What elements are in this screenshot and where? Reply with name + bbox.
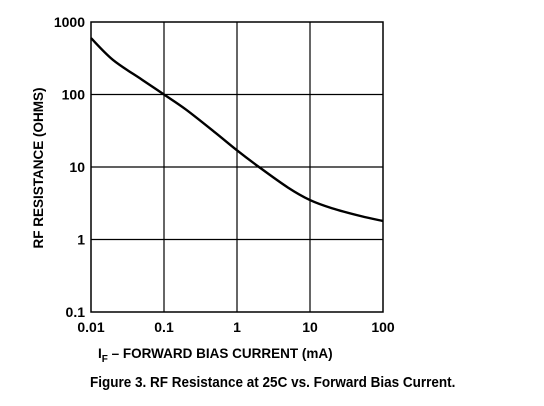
- y-tick-labels: 0.1 1 10 100 1000: [54, 14, 85, 320]
- grid: [91, 22, 383, 312]
- y-axis-label: RF RESISTANCE (OHMS): [31, 88, 46, 249]
- y-tick-label: 0.1: [66, 304, 86, 320]
- x-axis-label-subscript: F: [102, 354, 108, 365]
- x-axis-label-symbol: I: [98, 346, 102, 361]
- figure-caption: Figure 3. RF Resistance at 25C vs. Forwa…: [90, 374, 456, 391]
- x-axis-label-text: – FORWARD BIAS CURRENT (mA): [108, 346, 333, 361]
- y-tick-label: 100: [62, 87, 86, 103]
- x-tick-label: 0.01: [77, 319, 104, 335]
- x-tick-labels: 0.01 0.1 1 10 100: [77, 319, 395, 335]
- x-tick-label: 1: [233, 319, 241, 335]
- x-tick-label: 0.1: [154, 319, 174, 335]
- x-axis-label: IF – FORWARD BIAS CURRENT (mA): [98, 346, 333, 365]
- y-tick-label: 10: [69, 159, 85, 175]
- y-tick-label: 1: [77, 232, 85, 248]
- series-line: [90, 37, 384, 223]
- chart: 0.1 1 10 100 1000 0.01 0.1 1 10 100 RF R…: [31, 14, 395, 365]
- x-tick-label: 100: [371, 319, 395, 335]
- x-tick-label: 10: [302, 319, 318, 335]
- y-tick-label: 1000: [54, 14, 85, 30]
